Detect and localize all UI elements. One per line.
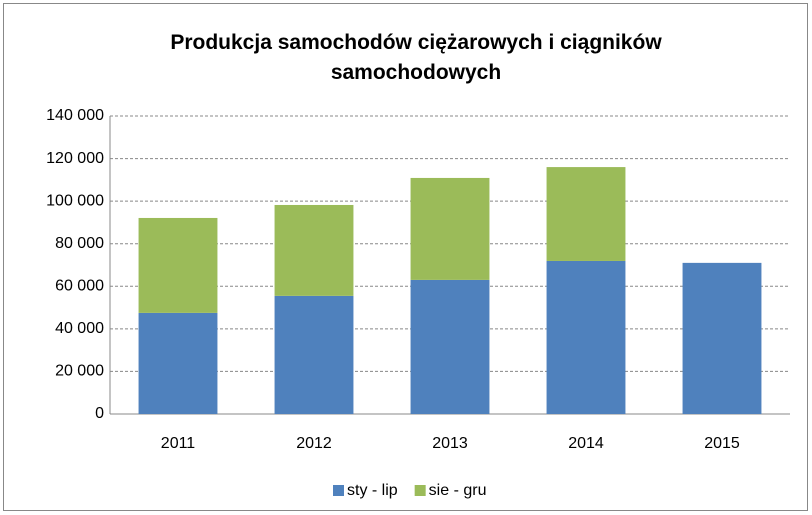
x-tick-label: 2012 [296,435,332,452]
bar-segment [410,177,490,280]
y-tick-label: 40 000 [55,320,104,337]
bar-segment [138,312,218,414]
y-tick-label: 140 000 [46,107,104,124]
x-tick-label: 2013 [432,435,468,452]
bar-segment [274,295,354,414]
chart-title: Produkcja samochodów ciężarowych i ciągn… [170,31,662,84]
bar-segment [410,279,490,414]
bar-segment [546,260,626,414]
bar-segment [138,217,218,313]
legend-label: sie - gru [429,482,487,499]
y-tick-label: 120 000 [46,150,104,167]
bar-segment [682,262,762,414]
y-tick-label: 20 000 [55,363,104,380]
y-tick-label: 0 [95,405,104,422]
y-tick-label: 100 000 [46,192,104,209]
x-tick-label: 2015 [704,435,740,452]
x-tick-label: 2014 [568,435,604,452]
legend-swatch [333,485,344,496]
chart-border [3,3,808,511]
legend-label: sty - lip [347,482,398,499]
bar-segment [274,204,354,296]
x-tick-label: 2011 [161,435,196,452]
legend-swatch [414,485,426,496]
bar-segment [546,167,626,261]
y-tick-label: 80 000 [55,235,104,252]
y-tick-label: 60 000 [55,278,104,295]
